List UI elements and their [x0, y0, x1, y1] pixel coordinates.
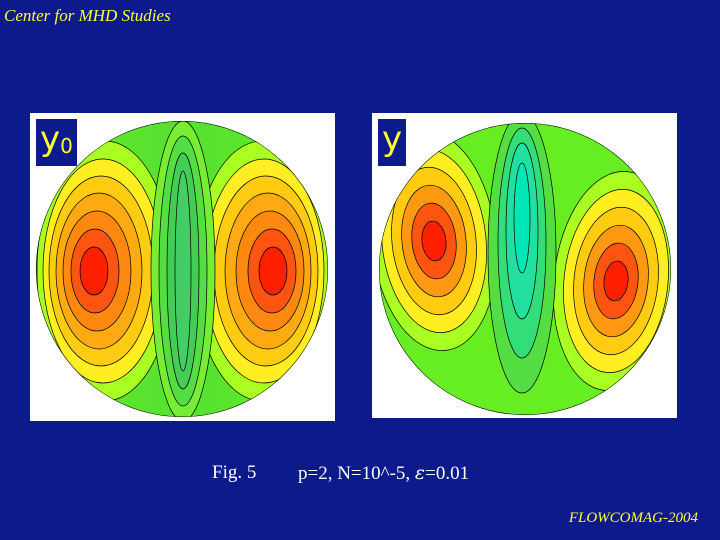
panel-label-text: y — [382, 119, 403, 159]
contour-svg-y — [379, 123, 671, 415]
contour-plot-y: y — [372, 113, 677, 418]
contour-plot-y0: y0 — [30, 113, 335, 421]
panel-label-text: y — [40, 119, 61, 159]
epsilon-symbol: ε — [414, 462, 426, 484]
figure-parameters: p=2, N=10^-5, ε=0.01 — [298, 462, 469, 485]
parameters-suffix: =0.01 — [425, 463, 470, 484]
panel-label-subscript: 0 — [60, 134, 73, 158]
contour-svg-y0 — [36, 121, 328, 417]
panel-label-y0: y0 — [36, 119, 77, 166]
panel-label-y: y — [378, 119, 407, 166]
figure-number: Fig. 5 — [212, 462, 257, 483]
parameters-prefix: p=2, N=10^-5, — [298, 463, 415, 484]
header-title: Center for MHD Studies — [4, 6, 171, 25]
footer-label: FLOWCOMAG-2004 — [568, 510, 698, 526]
